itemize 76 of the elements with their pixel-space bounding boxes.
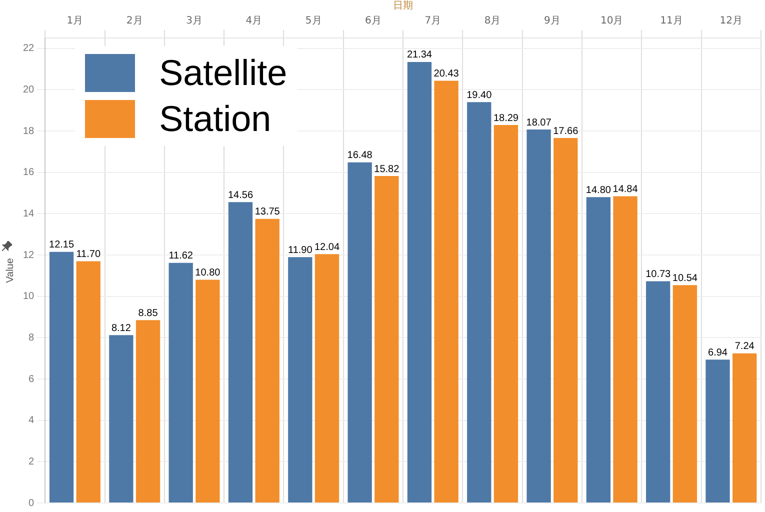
y-tick-label: 4 bbox=[28, 415, 35, 426]
bar bbox=[586, 197, 611, 502]
data-label: 14.84 bbox=[612, 184, 638, 196]
data-label: 11.62 bbox=[168, 250, 194, 262]
bar bbox=[494, 125, 518, 502]
bar bbox=[732, 353, 757, 502]
y-tick-label: 8 bbox=[28, 332, 35, 344]
y-tick-label: 14 bbox=[23, 208, 35, 220]
data-label: 10.73 bbox=[646, 268, 672, 280]
bar bbox=[672, 285, 698, 502]
bar bbox=[136, 320, 160, 502]
data-label: 12.15 bbox=[49, 240, 74, 251]
y-tick-label: 6 bbox=[28, 374, 35, 385]
data-label: 16.48 bbox=[347, 150, 373, 162]
data-label: 21.34 bbox=[406, 50, 432, 61]
bar bbox=[613, 196, 638, 502]
data-label: 20.43 bbox=[434, 68, 460, 80]
bar bbox=[706, 360, 730, 502]
data-label: 10.80 bbox=[195, 268, 221, 279]
bar bbox=[196, 280, 220, 502]
x-tick-label: 3月 bbox=[186, 16, 202, 27]
bar bbox=[314, 254, 340, 502]
x-tick-label: 9月 bbox=[544, 16, 560, 27]
data-label: 19.40 bbox=[466, 90, 492, 101]
data-label: 12.04 bbox=[314, 242, 340, 253]
x-tick-label: 1月 bbox=[66, 16, 84, 27]
bar bbox=[255, 218, 280, 502]
x-tick-label: 4月 bbox=[246, 16, 262, 27]
data-label: 14.56 bbox=[228, 190, 254, 201]
x-tick-label: 10月 bbox=[600, 16, 624, 27]
data-label: 10.54 bbox=[672, 272, 698, 284]
data-label: 18.07 bbox=[526, 117, 552, 128]
y-tick-label: 20 bbox=[23, 84, 35, 96]
y-tick-label: 2 bbox=[28, 456, 35, 468]
data-label: 7.24 bbox=[734, 341, 755, 352]
x-tick-label: 7月 bbox=[424, 16, 442, 27]
y-tick-label: 16 bbox=[23, 167, 35, 178]
x-tick-label: 11月 bbox=[660, 16, 683, 27]
bar bbox=[168, 262, 193, 502]
bar bbox=[467, 102, 492, 502]
data-label: 14.80 bbox=[586, 184, 612, 196]
data-label: 13.75 bbox=[254, 206, 280, 218]
legend-label: Satellite bbox=[159, 51, 288, 95]
bar bbox=[228, 202, 253, 502]
bar bbox=[374, 176, 399, 502]
bar bbox=[407, 62, 432, 502]
data-label: 15.82 bbox=[374, 164, 400, 175]
y-axis-title: Value bbox=[4, 258, 16, 283]
bar bbox=[554, 138, 578, 502]
data-label: 6.94 bbox=[708, 347, 728, 358]
data-label: 11.90 bbox=[288, 244, 313, 256]
bar bbox=[348, 162, 372, 502]
legend-label: Station bbox=[159, 97, 272, 141]
y-tick-label: 0 bbox=[28, 498, 35, 509]
data-label: 8.85 bbox=[138, 308, 158, 319]
bar bbox=[526, 130, 551, 502]
bar bbox=[434, 80, 458, 502]
y-tick-label: 22 bbox=[23, 43, 35, 54]
y-tick-label: 12 bbox=[23, 250, 35, 261]
x-tick-label: 6月 bbox=[365, 16, 382, 27]
x-tick-label: 12月 bbox=[720, 16, 743, 27]
bar bbox=[49, 252, 74, 502]
x-tick-label: 5月 bbox=[305, 16, 322, 27]
y-tick-label: 10 bbox=[23, 291, 35, 302]
bar bbox=[288, 257, 312, 502]
data-label: 11.70 bbox=[76, 248, 101, 260]
data-label: 8.12 bbox=[111, 322, 132, 334]
x-axis-title: 日期 bbox=[393, 0, 414, 12]
bar bbox=[109, 335, 134, 502]
data-label: 18.29 bbox=[493, 112, 519, 124]
bar bbox=[646, 281, 670, 502]
y-tick-label: 18 bbox=[23, 126, 35, 137]
x-tick-label: 2月 bbox=[126, 16, 143, 27]
x-tick-label: 8月 bbox=[484, 16, 501, 27]
data-label: 17.66 bbox=[553, 126, 579, 137]
bar bbox=[76, 261, 100, 502]
